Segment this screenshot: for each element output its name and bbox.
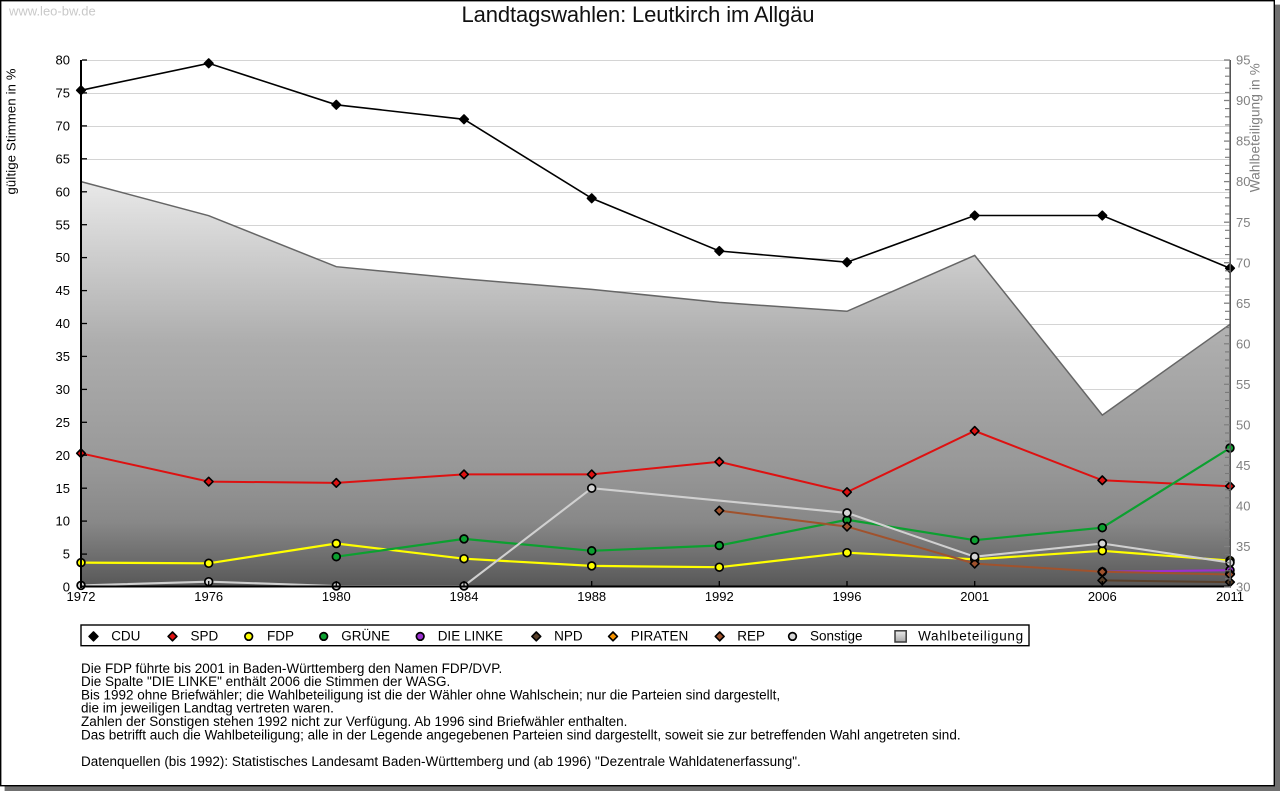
svg-text:40: 40 (56, 316, 70, 331)
svg-text:Die FDP führte bis 2001 in Bad: Die FDP führte bis 2001 in Baden-Württem… (81, 661, 502, 676)
svg-text:Sonstige: Sonstige (810, 629, 863, 644)
svg-text:55: 55 (56, 217, 70, 232)
svg-text:1988: 1988 (577, 589, 606, 604)
svg-text:NPD: NPD (554, 629, 583, 644)
svg-text:0: 0 (63, 580, 70, 595)
svg-text:65: 65 (56, 151, 70, 166)
svg-text:gültige Stimmen in %: gültige Stimmen in % (4, 68, 19, 194)
svg-text:80: 80 (1236, 174, 1250, 189)
svg-text:70: 70 (56, 119, 70, 134)
svg-text:30: 30 (1236, 580, 1250, 595)
svg-text:5: 5 (63, 547, 70, 562)
svg-text:75: 75 (1236, 215, 1250, 230)
svg-text:Zahlen der Sonstigen stehen 19: Zahlen der Sonstigen stehen 1992 nicht z… (81, 714, 627, 729)
svg-text:DIE LINKE: DIE LINKE (438, 629, 503, 644)
svg-text:45: 45 (1236, 458, 1250, 473)
svg-text:35: 35 (1236, 539, 1250, 554)
svg-text:50: 50 (56, 250, 70, 265)
svg-text:95: 95 (1236, 53, 1250, 68)
svg-text:80: 80 (56, 53, 70, 68)
svg-text:1980: 1980 (322, 589, 351, 604)
svg-text:60: 60 (56, 184, 70, 199)
svg-text:20: 20 (56, 448, 70, 463)
svg-text:90: 90 (1236, 93, 1250, 108)
svg-text:FDP: FDP (267, 629, 294, 644)
svg-text:55: 55 (1236, 377, 1250, 392)
svg-text:Das betrifft auch die Wahlbete: Das betrifft auch die Wahlbeteiligung; a… (81, 727, 961, 742)
svg-text:Datenquellen (bis 1992): Stati: Datenquellen (bis 1992): Statistisches L… (81, 754, 801, 769)
svg-text:85: 85 (1236, 134, 1250, 149)
svg-text:GRÜNE: GRÜNE (341, 629, 390, 644)
svg-text:Bis 1992 ohne Briefwähler; die: Bis 1992 ohne Briefwähler; die Wahlbetei… (81, 687, 780, 702)
svg-text:1984: 1984 (450, 589, 479, 604)
svg-text:2001: 2001 (960, 589, 989, 604)
svg-text:CDU: CDU (111, 629, 140, 644)
svg-text:2011: 2011 (1216, 589, 1244, 604)
svg-text:60: 60 (1236, 336, 1250, 351)
svg-text:45: 45 (56, 283, 70, 298)
svg-text:65: 65 (1236, 296, 1250, 311)
svg-text:REP: REP (737, 629, 765, 644)
svg-text:Wahlbeteiligung: Wahlbeteiligung (918, 629, 1023, 644)
svg-text:70: 70 (1236, 255, 1250, 270)
svg-text:15: 15 (56, 481, 70, 496)
svg-text:35: 35 (56, 349, 70, 364)
svg-text:1976: 1976 (194, 589, 223, 604)
svg-text:30: 30 (56, 382, 70, 397)
svg-text:1992: 1992 (705, 589, 734, 604)
svg-text:1972: 1972 (67, 589, 96, 604)
svg-text:75: 75 (56, 86, 70, 101)
svg-text:40: 40 (1236, 499, 1250, 514)
svg-text:50: 50 (1236, 417, 1250, 432)
svg-text:die im jeweiligen Landtag vert: die im jeweiligen Landtag vertreten ware… (81, 701, 334, 716)
svg-text:1996: 1996 (833, 589, 862, 604)
svg-text:10: 10 (56, 514, 70, 529)
svg-text:Wahlbeteiligung in %: Wahlbeteiligung in % (1248, 63, 1263, 192)
svg-text:www.leo-bw.de: www.leo-bw.de (8, 4, 96, 19)
svg-text:Die Spalte "DIE LINKE" enthält: Die Spalte "DIE LINKE" enthält 2006 die … (81, 674, 450, 689)
svg-text:Landtagswahlen: Leutkirch im A: Landtagswahlen: Leutkirch im Allgäu (462, 2, 815, 27)
svg-text:PIRATEN: PIRATEN (631, 629, 689, 644)
svg-text:2006: 2006 (1088, 589, 1117, 604)
svg-text:25: 25 (56, 415, 70, 430)
svg-text:SPD: SPD (191, 629, 219, 644)
